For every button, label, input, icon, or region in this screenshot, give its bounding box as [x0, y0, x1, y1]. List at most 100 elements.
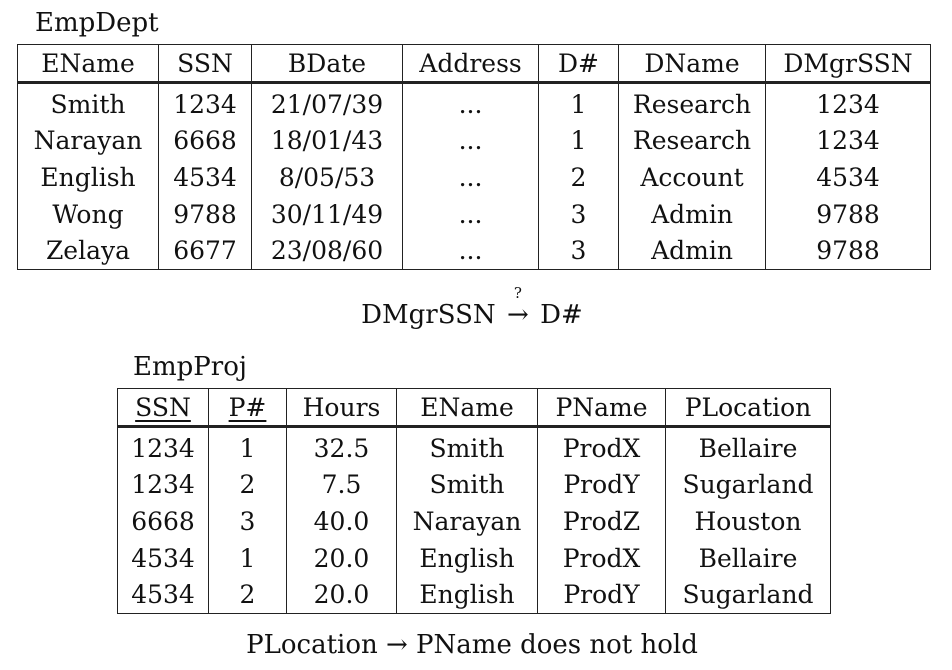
- cell-plocation: Houston: [665, 503, 831, 540]
- functional-dependency-plocation: PLocation → PName does not hold: [246, 630, 698, 660]
- cell-ssn: 6668: [117, 503, 209, 540]
- cell-pnumber: 3: [208, 503, 287, 540]
- cell-plocation: Sugarland: [665, 466, 831, 504]
- table-row: 4534 2 20.0 English ProdY Sugarland: [117, 576, 831, 614]
- cell-dmgrssn: 9788: [765, 195, 931, 233]
- cell-bdate: 23/08/60: [251, 232, 403, 270]
- empproj-table: SSN P# Hours EName PName PLocation 1234 …: [117, 388, 831, 614]
- cell-hours: 7.5: [286, 466, 397, 504]
- empproj-header-row: SSN P# Hours EName PName PLocation: [117, 388, 831, 427]
- cell-plocation: Sugarland: [665, 576, 831, 614]
- cell-address: ...: [402, 195, 539, 233]
- cell-ssn: 1234: [117, 426, 209, 467]
- cell-dmgrssn: 4534: [765, 159, 931, 196]
- empdept-table: EName SSN BDate Address D# DName DMgrSSN…: [17, 44, 931, 270]
- cell-dmgrssn: 1234: [765, 82, 931, 123]
- primary-key-ssn: SSN: [135, 392, 191, 422]
- cell-dname: Research: [618, 122, 766, 160]
- cell-dnumber: 1: [538, 122, 619, 160]
- column-header-pname: PName: [537, 388, 666, 427]
- cell-dname: Admin: [618, 195, 766, 233]
- cell-ename: English: [396, 539, 538, 577]
- cell-address: ...: [402, 122, 539, 160]
- cell-ename: English: [396, 576, 538, 614]
- cell-ename: Smith: [396, 466, 538, 504]
- cell-ename: Narayan: [17, 122, 159, 160]
- cell-bdate: 8/05/53: [251, 159, 403, 196]
- table-row: English 4534 8/05/53 ... 2 Account 4534: [17, 159, 931, 196]
- cell-hours: 20.0: [286, 576, 397, 614]
- primary-key-pnumber: P#: [228, 392, 267, 422]
- table-row: Zelaya 6677 23/08/60 ... 3 Admin 9788: [17, 232, 931, 270]
- table-row: Narayan 6668 18/01/43 ... 1 Research 123…: [17, 122, 931, 160]
- cell-pname: ProdX: [537, 426, 666, 467]
- cell-pname: ProdY: [537, 576, 666, 614]
- cell-ename: Zelaya: [17, 232, 159, 270]
- cell-ssn: 9788: [158, 195, 252, 233]
- cell-address: ...: [402, 159, 539, 196]
- cell-dname: Admin: [618, 232, 766, 270]
- column-header-dname: DName: [618, 44, 766, 83]
- cell-ssn: 1234: [117, 466, 209, 504]
- cell-pname: ProdY: [537, 466, 666, 504]
- cell-ssn: 6668: [158, 122, 252, 160]
- column-header-dmgrssn: DMgrSSN: [765, 44, 931, 83]
- column-header-bdate: BDate: [251, 44, 403, 83]
- column-header-ssn: SSN: [158, 44, 252, 83]
- column-header-ssn: SSN: [117, 388, 209, 427]
- cell-plocation: Bellaire: [665, 539, 831, 577]
- arrow-symbol: →: [507, 300, 529, 330]
- cell-dname: Account: [618, 159, 766, 196]
- column-header-pnumber: P#: [208, 388, 287, 427]
- table-row: Smith 1234 21/07/39 ... 1 Research 1234: [17, 82, 931, 123]
- table-row: 1234 2 7.5 Smith ProdY Sugarland: [117, 466, 831, 504]
- table-row: 4534 1 20.0 English ProdX Bellaire: [117, 539, 831, 577]
- cell-dmgrssn: 1234: [765, 122, 931, 160]
- cell-pname: ProdZ: [537, 503, 666, 540]
- column-header-address: Address: [402, 44, 539, 83]
- cell-dnumber: 3: [538, 232, 619, 270]
- cell-pname: ProdX: [537, 539, 666, 577]
- empdept-caption: EmpDept: [35, 8, 159, 38]
- cell-hours: 40.0: [286, 503, 397, 540]
- cell-ssn: 4534: [117, 576, 209, 614]
- cell-ename: English: [17, 159, 159, 196]
- cell-address: ...: [402, 232, 539, 270]
- cell-address: ...: [402, 82, 539, 123]
- cell-ename: Smith: [396, 426, 538, 467]
- cell-ssn: 4534: [158, 159, 252, 196]
- cell-ename: Smith: [17, 82, 159, 123]
- cell-ssn: 6677: [158, 232, 252, 270]
- cell-ssn: 4534: [117, 539, 209, 577]
- table-row: 1234 1 32.5 Smith ProdX Bellaire: [117, 426, 831, 467]
- uncertain-arrow-icon: ? →: [504, 286, 532, 331]
- cell-ename: Wong: [17, 195, 159, 233]
- cell-ssn: 1234: [158, 82, 252, 123]
- cell-ename: Narayan: [396, 503, 538, 540]
- cell-bdate: 30/11/49: [251, 195, 403, 233]
- cell-pnumber: 1: [208, 426, 287, 467]
- column-header-dnumber: D#: [538, 44, 619, 83]
- question-mark: ?: [513, 284, 522, 302]
- column-header-ename: EName: [396, 388, 538, 427]
- cell-pnumber: 1: [208, 539, 287, 577]
- cell-dnumber: 1: [538, 82, 619, 123]
- cell-hours: 32.5: [286, 426, 397, 467]
- cell-dmgrssn: 9788: [765, 232, 931, 270]
- cell-dnumber: 2: [538, 159, 619, 196]
- fd-rhs: D#: [540, 300, 583, 330]
- column-header-hours: Hours: [286, 388, 397, 427]
- cell-dname: Research: [618, 82, 766, 123]
- empdept-header-row: EName SSN BDate Address D# DName DMgrSSN: [17, 44, 931, 83]
- cell-dnumber: 3: [538, 195, 619, 233]
- cell-pnumber: 2: [208, 466, 287, 504]
- column-header-plocation: PLocation: [665, 388, 831, 427]
- cell-bdate: 21/07/39: [251, 82, 403, 123]
- fd-lhs: DMgrSSN: [361, 300, 496, 330]
- cell-bdate: 18/01/43: [251, 122, 403, 160]
- cell-pnumber: 2: [208, 576, 287, 614]
- table-row: Wong 9788 30/11/49 ... 3 Admin 9788: [17, 195, 931, 233]
- functional-dependency-dmgrssn: DMgrSSN ? → D#: [0, 286, 944, 331]
- table-row: 6668 3 40.0 Narayan ProdZ Houston: [117, 503, 831, 540]
- empproj-caption: EmpProj: [133, 352, 247, 382]
